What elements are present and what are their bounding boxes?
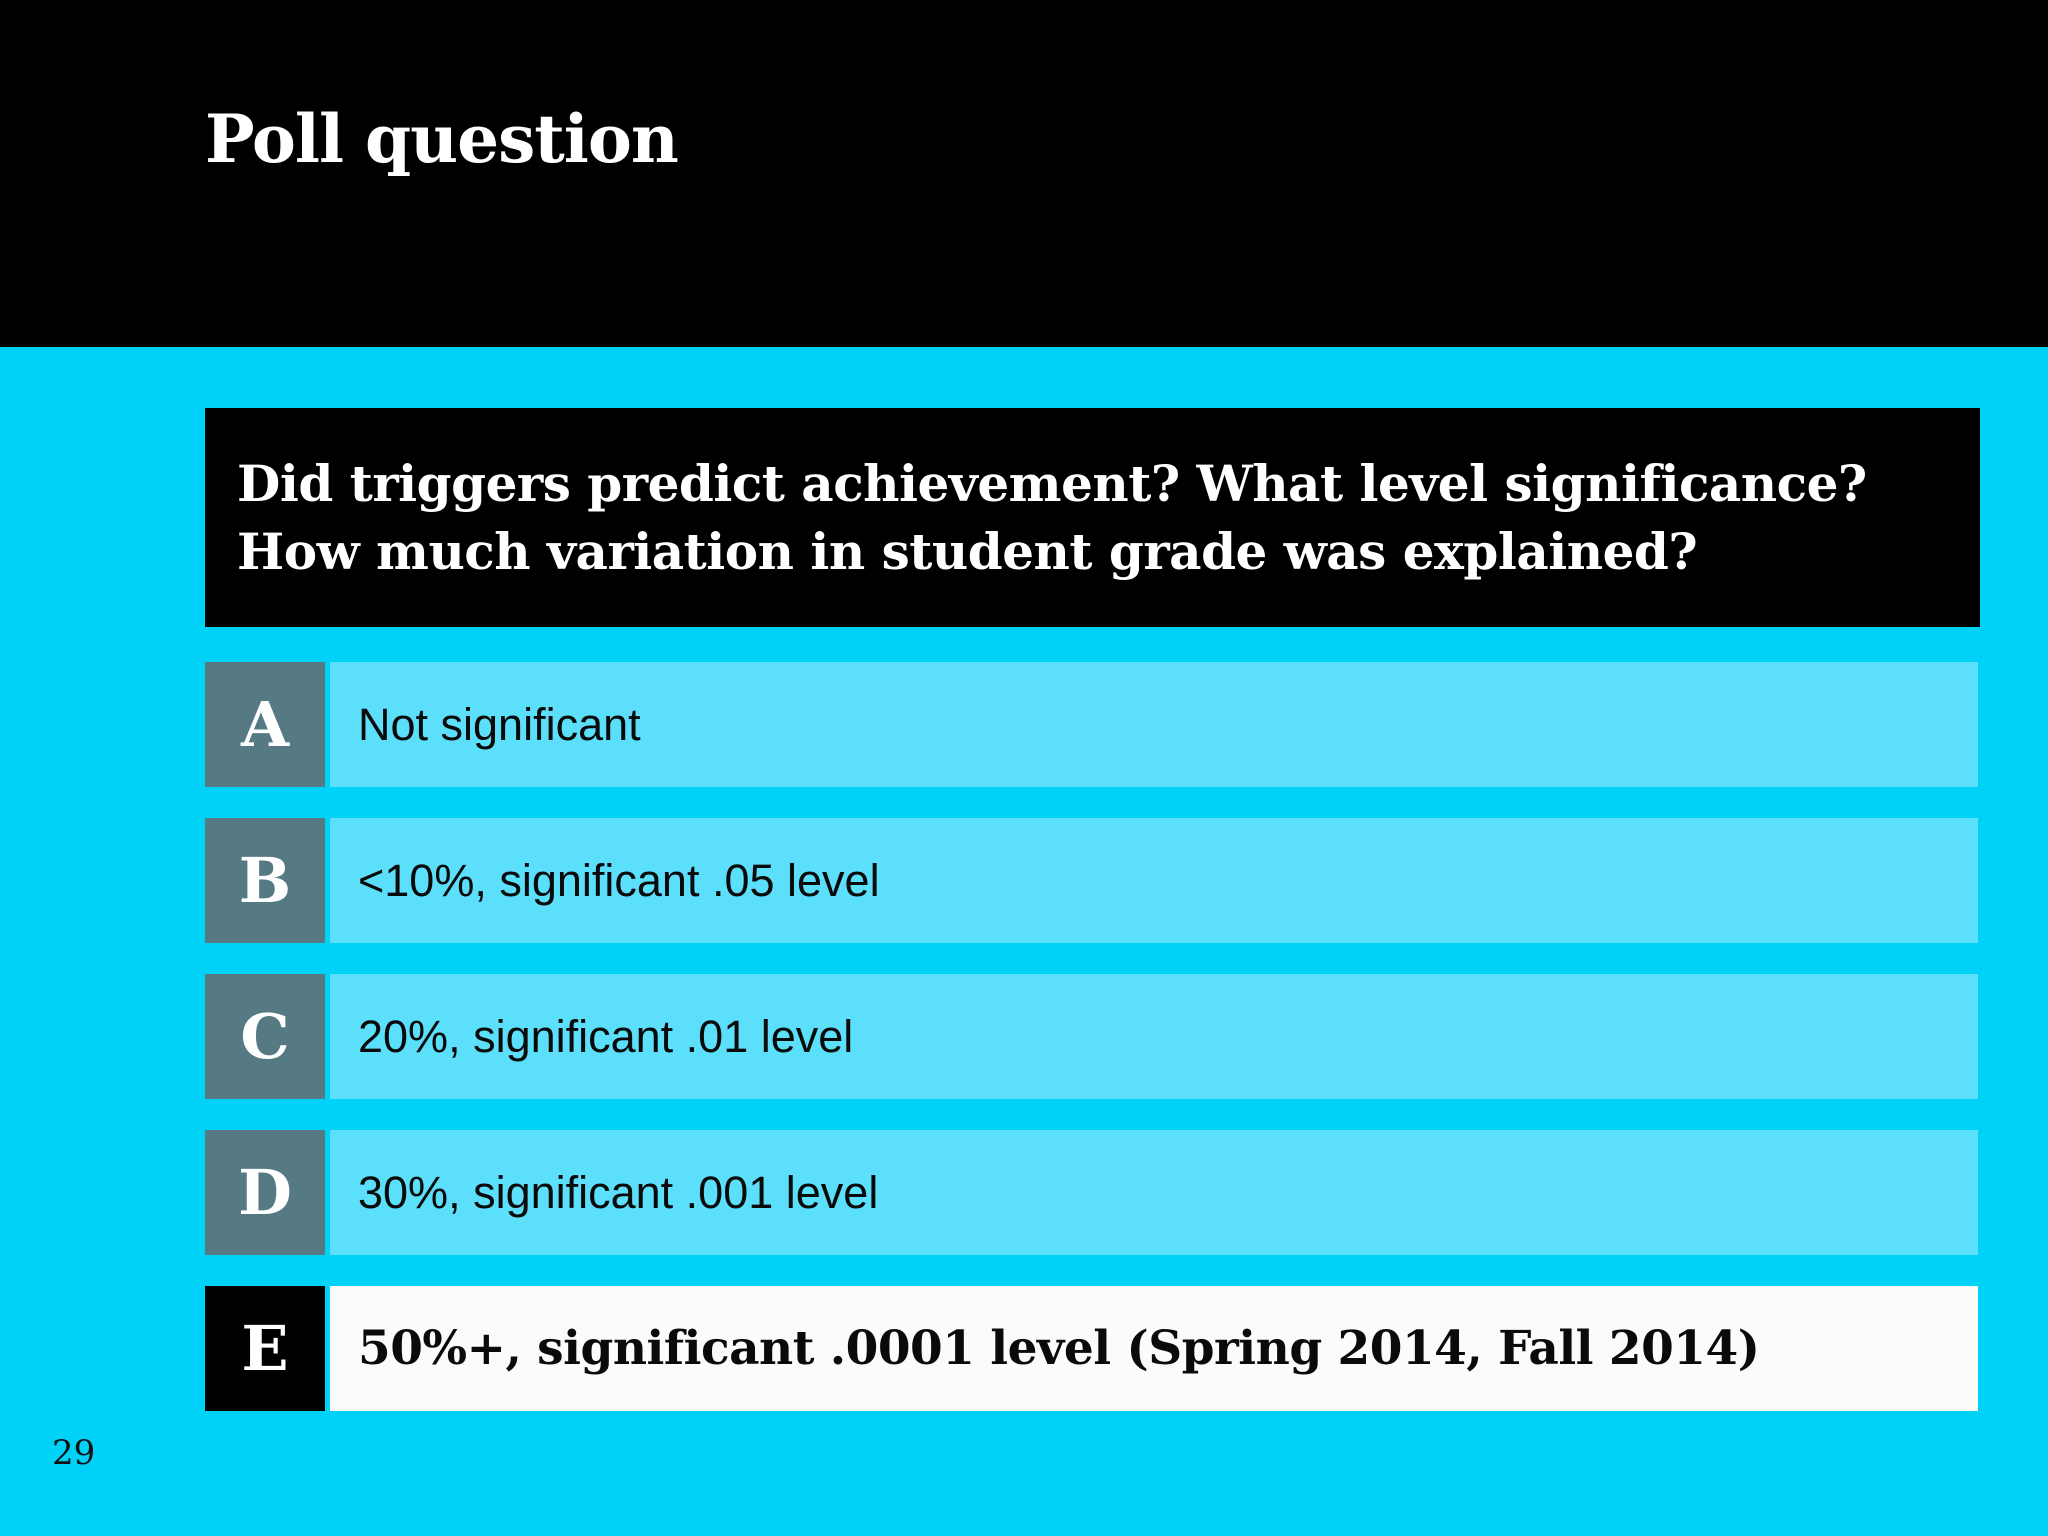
option-c-letter: C	[240, 999, 290, 1073]
option-c-letter-box: C	[205, 974, 325, 1099]
poll-options-list: A Not significant B <10%, significant .0…	[205, 662, 1978, 1411]
option-e-letter-box: E	[205, 1286, 325, 1411]
option-b-strip: <10%, significant .05 level	[330, 818, 1978, 943]
poll-question-line-1: Did triggers predict achievement? What l…	[237, 453, 1867, 513]
option-a-letter: A	[240, 687, 290, 761]
poll-option-a[interactable]: A Not significant	[205, 662, 1978, 787]
poll-option-b[interactable]: B <10%, significant .05 level	[205, 818, 1978, 943]
poll-question-box: Did triggers predict achievement? What l…	[205, 408, 1980, 627]
option-a-letter-box: A	[205, 662, 325, 787]
option-e-text: 50%+, significant .0001 level (Spring 20…	[358, 1321, 1760, 1376]
option-d-strip: 30%, significant .001 level	[330, 1130, 1978, 1255]
page-number: 29	[52, 1433, 96, 1473]
poll-question-line-2: How much variation in student grade was …	[237, 521, 1698, 581]
header-bar: Poll question	[0, 0, 2048, 347]
option-d-letter-box: D	[205, 1130, 325, 1255]
option-e-letter: E	[241, 1311, 289, 1385]
poll-option-c[interactable]: C 20%, significant .01 level	[205, 974, 1978, 1099]
option-a-text: Not significant	[358, 699, 641, 750]
option-d-text: 30%, significant .001 level	[358, 1167, 879, 1218]
option-a-strip: Not significant	[330, 662, 1978, 787]
option-b-letter-box: B	[205, 818, 325, 943]
option-d-letter: D	[238, 1155, 292, 1229]
option-b-letter: B	[238, 843, 292, 917]
option-b-text: <10%, significant .05 level	[358, 855, 880, 906]
slide-title: Poll question	[205, 100, 679, 178]
option-c-text: 20%, significant .01 level	[358, 1011, 854, 1062]
option-c-strip: 20%, significant .01 level	[330, 974, 1978, 1099]
option-e-strip: 50%+, significant .0001 level (Spring 20…	[330, 1286, 1978, 1411]
poll-option-d[interactable]: D 30%, significant .001 level	[205, 1130, 1978, 1255]
poll-option-e[interactable]: E 50%+, significant .0001 level (Spring …	[205, 1286, 1978, 1411]
